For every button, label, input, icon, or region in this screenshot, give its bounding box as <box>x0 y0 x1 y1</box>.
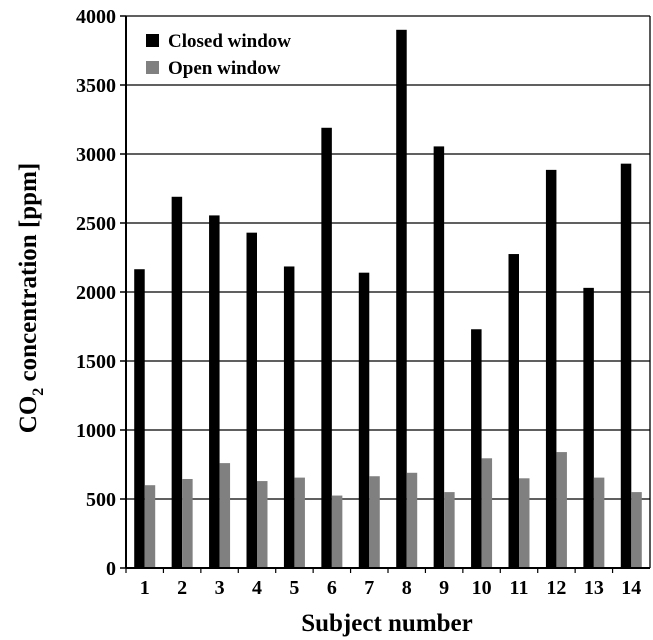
y-tick-label: 500 <box>86 489 116 511</box>
y-tick-label: 2500 <box>76 213 116 235</box>
bar-open-window <box>556 452 567 568</box>
x-tick-label: 4 <box>252 577 262 599</box>
bar-open-window <box>257 481 268 568</box>
bar-open-window <box>182 478 193 568</box>
gridlines <box>126 15 650 500</box>
bar-closed-window <box>545 169 557 568</box>
x-tick-label: 12 <box>546 577 566 599</box>
y-tick-label: 1000 <box>76 420 116 442</box>
x-tick-label: 3 <box>215 577 225 599</box>
bar-open-window <box>331 495 343 568</box>
y-tick-label: 1500 <box>76 351 116 373</box>
bar-open-window <box>481 458 493 568</box>
y-axis-title: CO2 concentration [ppm] <box>15 163 47 433</box>
x-tick-label: 2 <box>177 577 187 599</box>
bar-closed-window <box>209 215 220 568</box>
bar-closed-window <box>246 232 257 568</box>
bar-closed-window <box>508 254 519 569</box>
y-tick-label: 3500 <box>76 75 116 97</box>
bar-open-window <box>294 477 305 568</box>
y-tick-label: 0 <box>106 558 116 580</box>
x-tick-label: 11 <box>510 577 529 599</box>
x-tick-label: 1 <box>140 577 150 599</box>
bars <box>134 29 642 569</box>
bar-open-window <box>631 492 642 568</box>
bar-open-window <box>593 477 605 568</box>
x-tick-label: 14 <box>621 577 641 599</box>
x-tick-label: 9 <box>439 577 449 599</box>
legend-swatch-open-window <box>146 61 159 74</box>
x-tick-label: 6 <box>327 577 337 599</box>
x-tick-label: 5 <box>289 577 299 599</box>
legend-label-open-window: Open window <box>168 58 281 79</box>
bar-closed-window <box>583 287 594 568</box>
y-tick-labels: 0 500 1000 1500 2000 2500 3000 3500 4000 <box>76 6 126 580</box>
bar-closed-window <box>620 163 632 568</box>
legend-label-closed-window: Closed window <box>168 31 291 52</box>
y-tick-label: 3000 <box>76 144 116 166</box>
x-tick-label: 7 <box>364 577 374 599</box>
bar-closed-window <box>433 146 445 568</box>
bar-open-window <box>444 492 455 568</box>
x-tick-label: 8 <box>402 577 412 599</box>
bar-open-window <box>219 463 231 568</box>
x-axis-title: Subject number <box>301 610 473 637</box>
bar-closed-window <box>171 196 183 568</box>
legend-swatch-closed-window <box>146 34 159 47</box>
x-tick-label: 10 <box>472 577 492 599</box>
bar-open-window <box>406 472 418 568</box>
bar-closed-window <box>396 29 407 569</box>
bar-closed-window <box>321 127 332 568</box>
bar-closed-window <box>358 272 370 568</box>
x-tick-labels: 1 2 3 4 5 6 7 8 9 10 11 12 13 14 <box>125 568 641 599</box>
bar-closed-window <box>134 269 145 568</box>
bar-closed-window <box>283 266 295 568</box>
y-tick-label: 2000 <box>76 282 116 304</box>
bar-open-window <box>519 478 530 568</box>
bar-open-window <box>144 485 156 568</box>
y-tick-label: 4000 <box>76 6 116 28</box>
bar-closed-window <box>471 329 482 568</box>
x-tick-label: 13 <box>584 577 604 599</box>
legend: Closed window Open window <box>146 31 291 79</box>
bar-open-window <box>369 476 380 568</box>
